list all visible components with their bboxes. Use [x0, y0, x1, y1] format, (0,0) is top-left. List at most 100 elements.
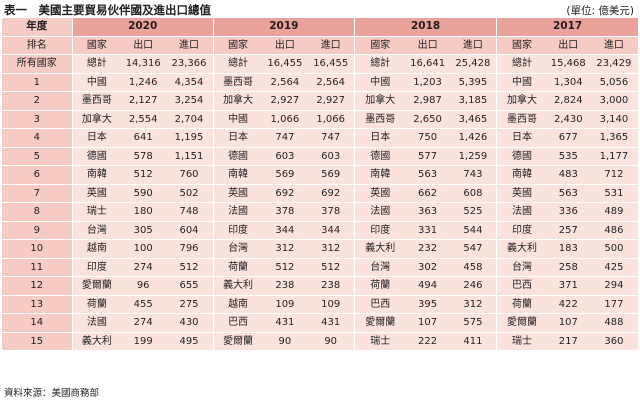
rank-cell: 13	[2, 295, 73, 314]
year-heading: 2019	[213, 18, 355, 37]
country-cell: 義大利	[213, 276, 263, 296]
country-cell: 巴西	[354, 295, 406, 314]
country-cell: 總計	[496, 54, 547, 74]
export-cell: 222	[405, 332, 450, 351]
country-cell: 印度	[213, 221, 263, 240]
table-row: 7 英國 590 502 英國 692 692 英國 662 608 英國 563 531	[2, 184, 638, 203]
import-header: 進口	[165, 36, 214, 55]
source-note: 資料來源：美國商務部	[4, 388, 100, 399]
import-cell: 512	[165, 258, 214, 277]
export-cell: 107	[405, 313, 450, 333]
rank-cell: 6	[2, 165, 73, 185]
table-row: 1 中國 1,246 4,354 墨西哥 2,564 2,564 中國 1,203 5,395 中國…	[2, 73, 638, 92]
import-cell: 760	[165, 165, 214, 185]
country-cell: 總計	[354, 54, 406, 74]
country-cell: 法國	[354, 202, 406, 222]
import-header: 進口	[589, 36, 638, 55]
export-cell: 2,824	[546, 91, 590, 111]
import-cell: 312	[307, 239, 355, 259]
export-cell: 750	[405, 128, 450, 148]
rank-label: 排名	[2, 36, 73, 55]
export-cell: 577	[405, 147, 450, 166]
country-cell: 日本	[72, 128, 122, 148]
import-cell: 495	[165, 332, 214, 351]
country-cell: 台灣	[213, 239, 263, 259]
import-cell: 502	[165, 184, 214, 203]
country-cell: 南韓	[354, 165, 406, 185]
export-cell: 109	[262, 295, 308, 314]
country-cell: 巴西	[213, 313, 263, 333]
table-row: 11 印度 274 512 荷蘭 512 512 台灣 302 458 台灣 258 425	[2, 258, 638, 277]
import-cell: 312	[449, 295, 498, 314]
country-cell: 加拿大	[213, 91, 263, 111]
import-cell: 712	[589, 165, 638, 185]
import-cell: 1,195	[165, 128, 214, 148]
country-cell: 德國	[354, 147, 406, 166]
import-cell: 486	[589, 221, 638, 240]
import-cell: 575	[449, 313, 498, 333]
export-cell: 422	[546, 295, 590, 314]
export-cell: 2,554	[121, 110, 166, 129]
country-cell: 加拿大	[496, 91, 547, 111]
import-cell: 238	[307, 276, 355, 296]
import-cell: 489	[589, 202, 638, 222]
country-cell: 德國	[72, 147, 122, 166]
import-cell: 3,000	[589, 91, 638, 111]
country-cell: 墨西哥	[496, 110, 547, 129]
import-cell: 2,927	[307, 91, 355, 111]
table-row: 8 瑞士 180 748 法國 378 378 法國 363 525 法國 336 489	[2, 202, 638, 222]
import-cell: 2,564	[307, 73, 355, 92]
country-cell: 英國	[496, 184, 547, 203]
export-cell: 274	[121, 313, 166, 333]
import-cell: 748	[165, 202, 214, 222]
rank-cell: 7	[2, 184, 73, 203]
country-cell: 加拿大	[354, 91, 406, 111]
country-cell: 荷蘭	[213, 258, 263, 277]
import-cell: 3,465	[449, 110, 498, 129]
export-cell: 183	[546, 239, 590, 259]
import-header: 進口	[449, 36, 498, 55]
year-heading: 2017	[496, 18, 638, 37]
import-cell: 1,426	[449, 128, 498, 148]
country-cell: 中國	[354, 73, 406, 92]
rank-cell: 8	[2, 202, 73, 222]
export-header: 出口	[121, 36, 166, 55]
country-cell: 法國	[72, 313, 122, 333]
import-cell: 1,151	[165, 147, 214, 166]
country-cell: 日本	[213, 128, 263, 148]
country-cell: 中國	[72, 73, 122, 92]
country-cell: 南韓	[496, 165, 547, 185]
import-cell: 747	[307, 128, 355, 148]
export-cell: 217	[546, 332, 590, 351]
export-cell: 180	[121, 202, 166, 222]
country-cell: 中國	[213, 110, 263, 129]
export-cell: 305	[121, 221, 166, 240]
table-row: 15 義大利 199 495 愛爾蘭 90 90 瑞士 222 411 瑞士 217 360	[2, 332, 638, 351]
country-cell: 印度	[354, 221, 406, 240]
export-cell: 563	[546, 184, 590, 203]
export-cell: 2,987	[405, 91, 450, 111]
import-cell: 608	[449, 184, 498, 203]
export-cell: 483	[546, 165, 590, 185]
country-header: 國家	[496, 36, 547, 55]
export-cell: 563	[405, 165, 450, 185]
country-cell: 德國	[213, 147, 263, 166]
country-cell: 加拿大	[72, 110, 122, 129]
country-cell: 台灣	[496, 258, 547, 277]
import-cell: 500	[589, 239, 638, 259]
import-cell: 109	[307, 295, 355, 314]
export-cell: 431	[262, 313, 308, 333]
table-row: 5 德國 578 1,151 德國 603 603 德國 577 1,259 德國 535 1,177	[2, 147, 638, 166]
country-cell: 德國	[496, 147, 547, 166]
table-row: 14 法國 274 430 巴西 431 431 愛爾蘭 107 575 愛爾蘭 107 488	[2, 313, 638, 333]
import-cell: 743	[449, 165, 498, 185]
import-cell: 525	[449, 202, 498, 222]
export-cell: 1,304	[546, 73, 590, 92]
table-row: 13 荷蘭 455 275 越南 109 109 巴西 395 312 荷蘭 422 177	[2, 295, 638, 314]
year-label: 年度	[2, 18, 73, 37]
country-cell: 日本	[354, 128, 406, 148]
import-cell: 430	[165, 313, 214, 333]
export-cell: 512	[262, 258, 308, 277]
import-cell: 1,177	[589, 147, 638, 166]
country-cell: 瑞士	[72, 202, 122, 222]
